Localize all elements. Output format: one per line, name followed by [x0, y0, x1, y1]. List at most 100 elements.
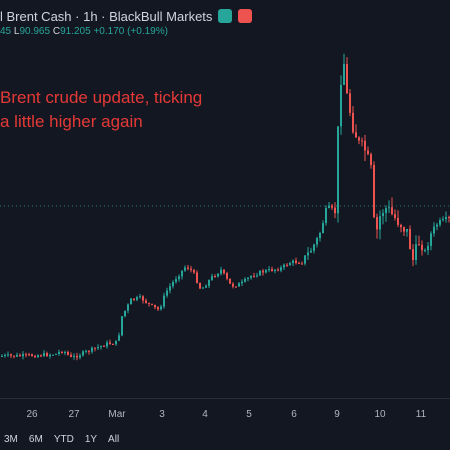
x-tick-label: 26	[26, 409, 38, 420]
candle	[388, 200, 390, 214]
candle	[121, 316, 123, 337]
candle	[157, 306, 159, 311]
candle	[22, 351, 24, 360]
annotation-line-1: Brent crude update, ticking	[0, 88, 203, 107]
candle	[334, 202, 336, 219]
candle	[115, 340, 117, 346]
ohlc-readout: 45 L90.965 C91.205 +0.170 (+0.19%)	[0, 26, 168, 37]
candle	[445, 211, 447, 223]
candle	[151, 303, 153, 306]
candle	[370, 152, 372, 169]
candle	[91, 346, 93, 354]
candle	[190, 265, 192, 273]
candle	[397, 210, 399, 228]
low-value: 90.965	[19, 26, 51, 37]
candle	[73, 353, 75, 360]
red-indicator-button[interactable]	[238, 9, 253, 23]
candle	[430, 231, 432, 251]
candle	[277, 267, 279, 272]
candle	[304, 255, 306, 266]
candle	[346, 57, 348, 95]
timeframe-toolbar: 3M 6M YTD 1Y All	[0, 428, 450, 450]
candle	[187, 264, 189, 271]
candle	[439, 217, 441, 227]
candle	[256, 272, 258, 278]
candle	[364, 134, 366, 162]
candle	[103, 345, 105, 347]
candle	[298, 261, 300, 265]
candle	[400, 223, 402, 233]
x-tick-label: 6	[291, 409, 297, 420]
candle	[295, 257, 297, 265]
candle	[31, 353, 33, 357]
candle	[172, 280, 174, 289]
candle	[349, 89, 351, 117]
candle	[124, 310, 126, 318]
candle	[64, 350, 66, 356]
symbol-title: l Brent Cash · 1h · BlackBull Markets	[0, 8, 213, 24]
candle	[406, 228, 408, 237]
green-indicator-button[interactable]	[218, 9, 233, 23]
candle	[343, 53, 345, 86]
candle	[442, 216, 444, 222]
candle	[220, 266, 222, 276]
candle	[241, 279, 243, 287]
candle	[208, 279, 210, 288]
candle	[196, 270, 198, 284]
candle	[301, 261, 303, 265]
candle	[37, 354, 39, 358]
candle	[214, 274, 216, 278]
x-tick-label: 5	[246, 409, 252, 420]
candle	[19, 353, 21, 357]
candle	[229, 278, 231, 284]
timeframe-ytd-button[interactable]: YTD	[53, 433, 74, 445]
timeframe-all-button[interactable]: All	[108, 433, 120, 445]
candle	[238, 282, 240, 287]
timeframe-6m-button[interactable]: 6M	[28, 433, 43, 445]
candle	[109, 339, 111, 345]
candle	[232, 282, 234, 289]
candle	[34, 354, 36, 358]
candle	[70, 352, 72, 358]
candle	[361, 137, 363, 147]
candle	[316, 236, 318, 248]
close-value: 91.205	[60, 26, 91, 37]
candle	[58, 349, 60, 356]
candle	[385, 205, 387, 222]
candle	[100, 345, 102, 350]
candle	[79, 353, 81, 360]
candle	[136, 295, 138, 302]
candle	[178, 274, 180, 282]
candle	[139, 293, 141, 299]
candle	[16, 352, 18, 358]
candle	[160, 304, 162, 311]
candle	[211, 273, 213, 281]
candle	[262, 268, 264, 276]
candle	[403, 226, 405, 237]
candle	[325, 205, 327, 226]
open-value-tail: 45	[0, 26, 12, 37]
candle	[433, 222, 435, 237]
candle	[319, 231, 321, 242]
candle	[244, 277, 246, 283]
timeframe-3m-button[interactable]: 3M	[4, 433, 18, 445]
candle	[166, 287, 168, 298]
candle	[67, 350, 69, 356]
candle	[133, 298, 135, 302]
candle	[367, 146, 369, 156]
candle	[10, 353, 12, 359]
price-chart[interactable]: l Brent Cash · 1h · BlackBull Markets 45…	[0, 0, 450, 400]
timeframe-1y-button[interactable]: 1Y	[84, 433, 98, 445]
candle	[286, 263, 288, 268]
candle	[76, 352, 78, 361]
chart-header: l Brent Cash · 1h · BlackBull Markets	[0, 6, 253, 26]
time-axis[interactable]: 26 27 Mar 3 4 5 6 9 10 11	[0, 398, 450, 428]
candle	[280, 265, 282, 273]
candle	[328, 202, 330, 209]
candle	[55, 353, 57, 355]
candle	[352, 106, 354, 134]
candle	[127, 303, 129, 314]
candle	[355, 124, 357, 138]
candle	[25, 352, 27, 358]
change-value: +0.170 (+0.19%)	[93, 26, 168, 37]
